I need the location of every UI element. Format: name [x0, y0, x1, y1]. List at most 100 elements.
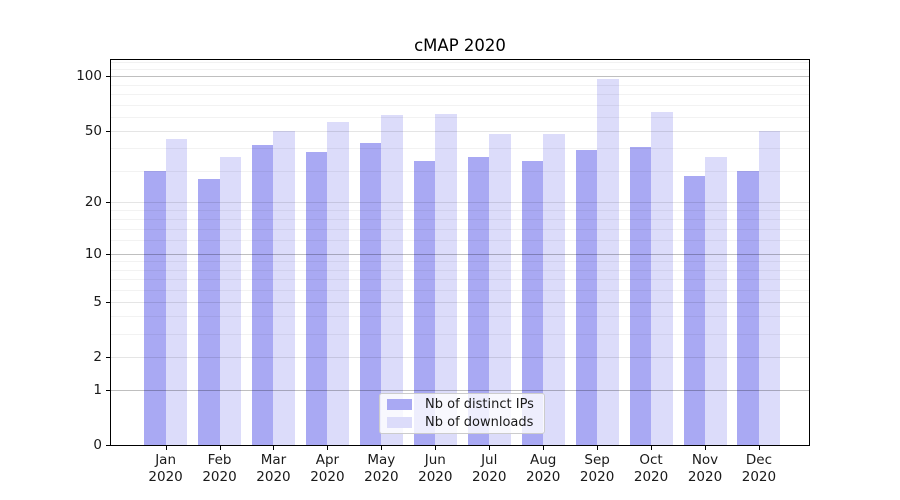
chart-title: cMAP 2020: [414, 36, 506, 55]
y-axis-tick-label: 50: [84, 123, 102, 140]
y-axis-tick-label: 10: [84, 245, 102, 262]
x-axis-tick-label: Mar 2020: [256, 452, 291, 485]
gridline-12: [111, 240, 809, 242]
gridline-110: [111, 68, 809, 70]
y-axis-tick-label: 2: [93, 349, 102, 366]
bar-downloads-jan: [165, 139, 188, 445]
bar-downloads-jul: [489, 134, 511, 445]
y-tick-mark: [106, 131, 110, 133]
bar-ips-jun: [413, 161, 436, 445]
y-tick-mark: [106, 253, 110, 255]
legend-swatch-distinct-ips-icon: [387, 399, 412, 410]
x-tick-mark: [435, 446, 437, 450]
bar-downloads-oct: [651, 111, 673, 445]
gridline-14: [111, 228, 809, 230]
x-axis-tick-label: Sep 2020: [579, 452, 615, 485]
gridline-7: [111, 278, 809, 280]
gridline-100: [111, 76, 809, 78]
legend-label-distinct-ips: Nb of distinct IPs: [425, 397, 534, 412]
bar-downloads-jun: [435, 114, 457, 445]
x-axis-tick-label: Aug 2020: [525, 452, 561, 485]
bar-downloads-mar: [273, 131, 295, 445]
x-tick-mark: [165, 446, 167, 450]
gridline-2: [111, 357, 809, 359]
gridline-16: [111, 218, 809, 220]
gridline-4: [111, 316, 809, 318]
bar-ips-mar: [251, 144, 274, 445]
gridline-120: [111, 62, 809, 64]
legend-item-downloads: Nb of downloads: [380, 415, 544, 430]
gridline-80: [111, 94, 809, 96]
gridline-90: [111, 84, 809, 86]
y-axis-tick-label: 100: [76, 68, 102, 85]
gridline-6: [111, 289, 809, 291]
bar-ips-dec: [737, 170, 759, 445]
gridline-5: [111, 301, 809, 303]
y-axis-tick-label: 5: [93, 293, 102, 310]
legend-swatch-downloads-icon: [387, 417, 412, 428]
y-tick-mark: [106, 201, 110, 203]
y-tick-mark: [106, 389, 110, 391]
gridline-18: [111, 209, 809, 211]
bar-ips-apr: [305, 152, 328, 445]
x-axis-tick-label: Jul 2020: [472, 452, 507, 485]
x-axis-tick-label: Jan 2020: [148, 452, 183, 485]
bar-downloads-dec: [758, 131, 781, 445]
y-axis-tick-label: 20: [84, 193, 102, 210]
gridline-1: [111, 389, 809, 391]
gridline-20: [111, 201, 809, 203]
x-tick-mark: [273, 446, 275, 450]
x-axis-tick-label: Oct 2020: [633, 452, 669, 485]
x-axis-tick-label: Nov 2020: [687, 452, 723, 485]
x-tick-mark: [219, 446, 221, 450]
gridline-70: [111, 104, 809, 106]
gridline-40: [111, 148, 809, 150]
x-axis-tick-label: Dec 2020: [741, 452, 777, 485]
bar-ips-jan: [144, 170, 166, 445]
bar-ips-nov: [683, 176, 705, 445]
x-tick-mark: [705, 446, 706, 450]
gridline-9: [111, 261, 809, 263]
bar-ips-aug: [521, 161, 544, 445]
bar-downloads-aug: [543, 134, 565, 445]
plot-area: [110, 59, 810, 446]
y-tick-mark: [106, 301, 110, 303]
y-axis-tick-label: 1: [93, 381, 102, 398]
x-axis-tick-label: Feb 2020: [202, 452, 237, 485]
x-axis-tick-label: Jun 2020: [418, 452, 453, 485]
bar-ips-sep: [575, 150, 598, 445]
x-tick-mark: [651, 446, 653, 450]
y-tick-mark: [106, 357, 110, 359]
gridline-8: [111, 269, 809, 271]
gridline-30: [111, 170, 809, 172]
bar-downloads-apr: [327, 122, 349, 445]
bar-ips-may: [359, 142, 382, 445]
bar-downloads-nov: [705, 156, 727, 445]
bar-downloads-may: [381, 115, 403, 445]
bar-ips-feb: [198, 178, 220, 445]
bar-downloads-feb: [219, 156, 242, 445]
bar-downloads-sep: [597, 78, 619, 445]
y-tick-mark: [106, 445, 110, 446]
y-tick-mark: [106, 76, 110, 78]
legend: Nb of distinct IPs Nb of downloads: [379, 393, 545, 434]
legend-item-distinct-ips: Nb of distinct IPs: [380, 397, 544, 412]
x-tick-mark: [327, 446, 329, 450]
plot-content: [111, 60, 809, 445]
gridline-50: [111, 131, 809, 133]
gridline-10: [111, 253, 809, 255]
gridline-60: [111, 116, 809, 118]
legend-label-downloads: Nb of downloads: [425, 415, 534, 430]
x-tick-mark: [381, 446, 383, 450]
x-tick-mark: [597, 446, 599, 450]
x-tick-mark: [543, 446, 545, 450]
bar-ips-jul: [467, 156, 490, 445]
x-tick-mark: [758, 446, 760, 450]
y-axis-tick-label: 0: [93, 437, 102, 453]
x-axis-tick-label: May 2020: [364, 452, 399, 485]
gridline-3: [111, 334, 809, 336]
bar-ips-oct: [629, 146, 652, 445]
x-tick-mark: [489, 446, 491, 450]
x-axis-tick-label: Apr 2020: [310, 452, 345, 485]
